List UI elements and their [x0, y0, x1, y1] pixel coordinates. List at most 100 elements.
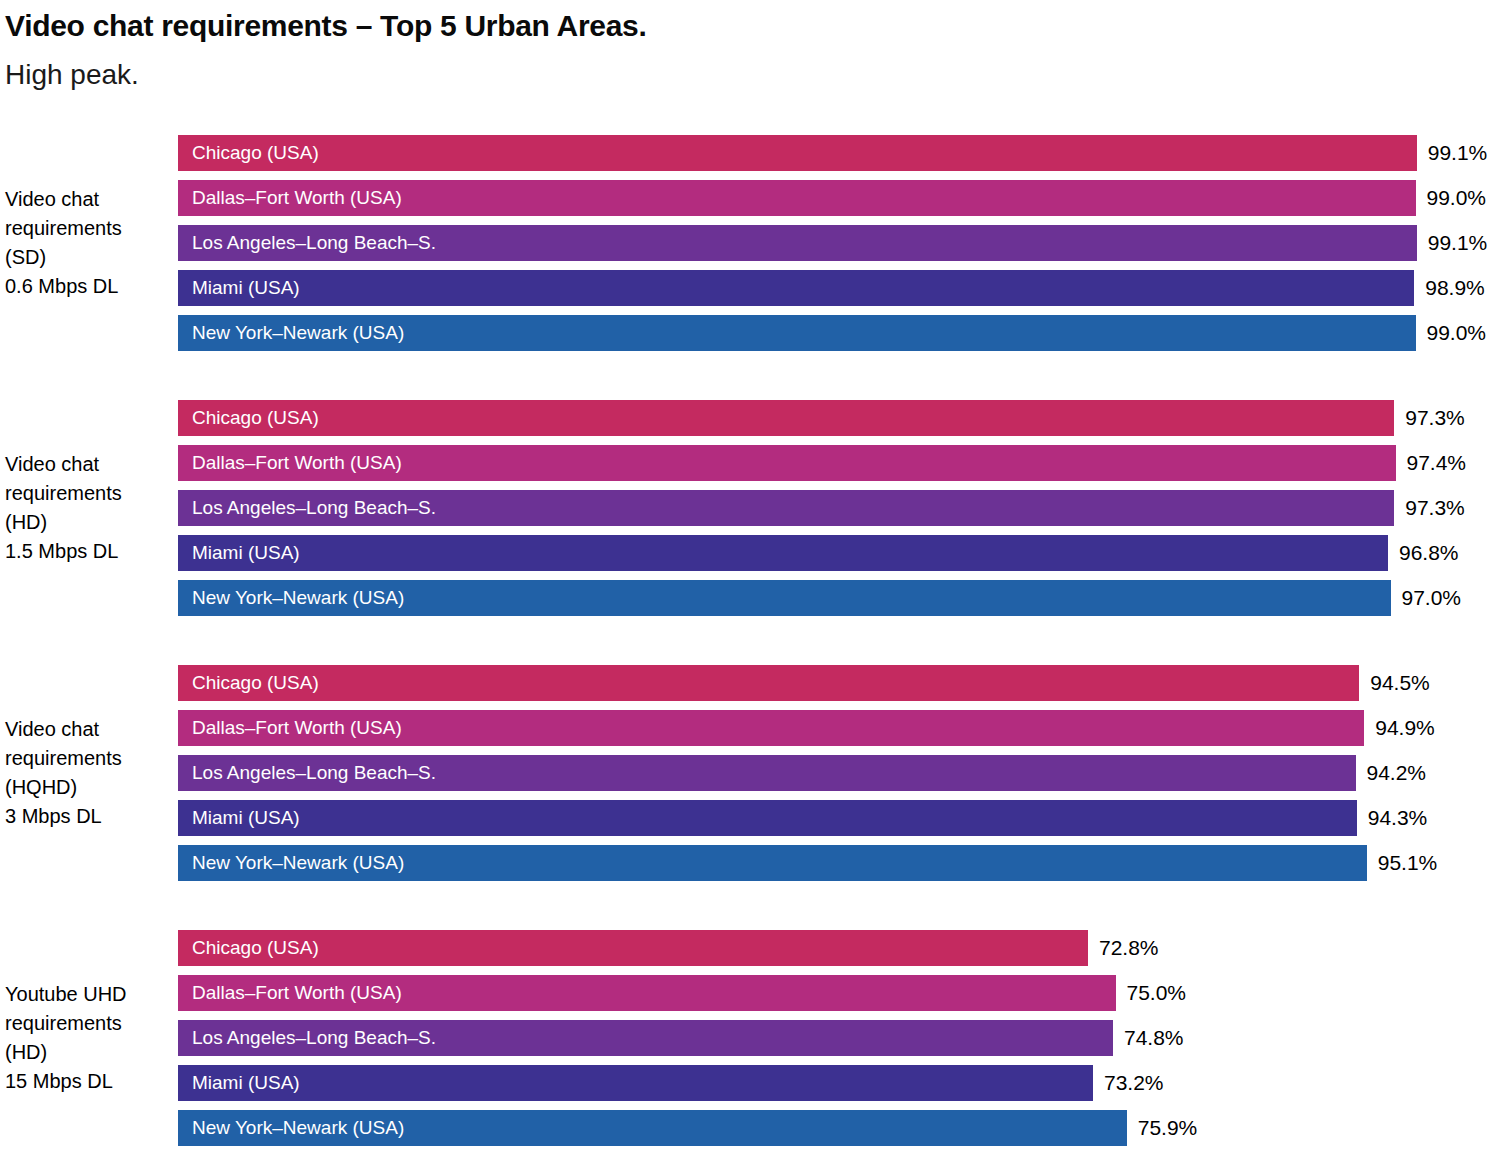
value-label: 94.9% — [1375, 716, 1435, 740]
bar-row: Chicago (USA) 97.3% — [178, 400, 1428, 436]
group-label-line: 15 Mbps DL — [5, 1067, 178, 1096]
city-label: New York–Newark (USA) — [178, 1117, 404, 1139]
city-bar: Miami (USA) — [178, 800, 1357, 836]
group-label-line: Youtube UHD — [5, 980, 178, 1009]
requirement-group: Video chatrequirements(HQHD)3 Mbps DL Ch… — [0, 665, 1500, 881]
group-label-line: 3 Mbps DL — [5, 802, 178, 831]
city-bar: New York–Newark (USA) — [178, 580, 1391, 616]
city-label: Dallas–Fort Worth (USA) — [178, 452, 402, 474]
group-label-line: (HD) — [5, 1038, 178, 1067]
city-label: Dallas–Fort Worth (USA) — [178, 982, 402, 1004]
city-bar: Chicago (USA) — [178, 930, 1088, 966]
city-bar: Dallas–Fort Worth (USA) — [178, 710, 1364, 746]
value-label: 73.2% — [1104, 1071, 1164, 1095]
value-label: 95.1% — [1378, 851, 1438, 875]
value-label: 99.0% — [1427, 321, 1487, 345]
city-bar: New York–Newark (USA) — [178, 315, 1416, 351]
bar-row: Dallas–Fort Worth (USA) 99.0% — [178, 180, 1428, 216]
bar-row: Los Angeles–Long Beach–S. 94.2% — [178, 755, 1428, 791]
city-label: New York–Newark (USA) — [178, 587, 404, 609]
group-label-line: (HD) — [5, 508, 178, 537]
city-label: Los Angeles–Long Beach–S. — [178, 497, 436, 519]
city-label: New York–Newark (USA) — [178, 852, 404, 874]
value-label: 97.4% — [1407, 451, 1467, 475]
city-bar: Dallas–Fort Worth (USA) — [178, 445, 1396, 481]
value-label: 98.9% — [1425, 276, 1485, 300]
city-label: Los Angeles–Long Beach–S. — [178, 1027, 436, 1049]
bar-row: New York–Newark (USA) 75.9% — [178, 1110, 1428, 1146]
value-label: 94.3% — [1368, 806, 1428, 830]
city-label: Chicago (USA) — [178, 407, 319, 429]
group-label-line: requirements — [5, 214, 178, 243]
city-bar: Los Angeles–Long Beach–S. — [178, 1020, 1113, 1056]
city-label: Dallas–Fort Worth (USA) — [178, 187, 402, 209]
bar-row: Los Angeles–Long Beach–S. 74.8% — [178, 1020, 1428, 1056]
bar-row: New York–Newark (USA) 97.0% — [178, 580, 1428, 616]
city-bar: Los Angeles–Long Beach–S. — [178, 755, 1356, 791]
city-label: Chicago (USA) — [178, 937, 319, 959]
value-label: 96.8% — [1399, 541, 1459, 565]
city-label: Los Angeles–Long Beach–S. — [178, 232, 436, 254]
value-label: 99.1% — [1428, 231, 1488, 255]
bar-row: Dallas–Fort Worth (USA) 75.0% — [178, 975, 1428, 1011]
group-label-line: 1.5 Mbps DL — [5, 537, 178, 566]
city-bar: Dallas–Fort Worth (USA) — [178, 975, 1116, 1011]
group-label-line: Video chat — [5, 185, 178, 214]
city-bar: Chicago (USA) — [178, 400, 1394, 436]
group-bars: Chicago (USA) 94.5% Dallas–Fort Worth (U… — [178, 665, 1428, 881]
bar-row: Miami (USA) 96.8% — [178, 535, 1428, 571]
city-label: Miami (USA) — [178, 1072, 300, 1094]
city-bar: Chicago (USA) — [178, 135, 1417, 171]
city-bar: Miami (USA) — [178, 270, 1414, 306]
value-label: 97.3% — [1405, 496, 1465, 520]
group-label-line: Video chat — [5, 450, 178, 479]
bar-row: Dallas–Fort Worth (USA) 94.9% — [178, 710, 1428, 746]
chart-header: Video chat requirements – Top 5 Urban Ar… — [0, 0, 1500, 91]
city-label: Chicago (USA) — [178, 672, 319, 694]
group-label-line: Video chat — [5, 715, 178, 744]
city-bar: Miami (USA) — [178, 1065, 1093, 1101]
city-label: Los Angeles–Long Beach–S. — [178, 762, 436, 784]
group-label-line: (HQHD) — [5, 773, 178, 802]
value-label: 99.1% — [1428, 141, 1488, 165]
requirement-group: Video chatrequirements(SD)0.6 Mbps DL Ch… — [0, 135, 1500, 351]
bar-row: New York–Newark (USA) 99.0% — [178, 315, 1428, 351]
requirement-group: Video chatrequirements(HD)1.5 Mbps DL Ch… — [0, 400, 1500, 616]
group-label: Video chatrequirements(HD)1.5 Mbps DL — [0, 450, 178, 566]
bar-row: Chicago (USA) 99.1% — [178, 135, 1428, 171]
chart-subtitle: High peak. — [5, 59, 1500, 91]
group-label-line: 0.6 Mbps DL — [5, 272, 178, 301]
group-bars: Chicago (USA) 72.8% Dallas–Fort Worth (U… — [178, 930, 1428, 1146]
city-label: Miami (USA) — [178, 807, 300, 829]
city-label: New York–Newark (USA) — [178, 322, 404, 344]
value-label: 72.8% — [1099, 936, 1159, 960]
city-label: Dallas–Fort Worth (USA) — [178, 717, 402, 739]
value-label: 94.5% — [1370, 671, 1430, 695]
group-bars: Chicago (USA) 97.3% Dallas–Fort Worth (U… — [178, 400, 1428, 616]
bar-row: New York–Newark (USA) 95.1% — [178, 845, 1428, 881]
group-label: Video chatrequirements(SD)0.6 Mbps DL — [0, 185, 178, 301]
bar-row: Miami (USA) 98.9% — [178, 270, 1428, 306]
value-label: 75.0% — [1127, 981, 1187, 1005]
value-label: 74.8% — [1124, 1026, 1184, 1050]
group-bars: Chicago (USA) 99.1% Dallas–Fort Worth (U… — [178, 135, 1428, 351]
city-bar: New York–Newark (USA) — [178, 845, 1367, 881]
bar-row: Los Angeles–Long Beach–S. 97.3% — [178, 490, 1428, 526]
city-bar: Los Angeles–Long Beach–S. — [178, 225, 1417, 261]
grouped-bar-chart: Video chatrequirements(SD)0.6 Mbps DL Ch… — [0, 135, 1500, 1146]
bar-row: Chicago (USA) 94.5% — [178, 665, 1428, 701]
bar-row: Chicago (USA) 72.8% — [178, 930, 1428, 966]
group-label: Youtube UHDrequirements(HD)15 Mbps DL — [0, 980, 178, 1096]
group-label-line: requirements — [5, 479, 178, 508]
bar-row: Los Angeles–Long Beach–S. 99.1% — [178, 225, 1428, 261]
city-bar: Dallas–Fort Worth (USA) — [178, 180, 1416, 216]
city-bar: New York–Newark (USA) — [178, 1110, 1127, 1146]
bar-row: Miami (USA) 73.2% — [178, 1065, 1428, 1101]
group-label-line: (SD) — [5, 243, 178, 272]
city-label: Chicago (USA) — [178, 142, 319, 164]
city-label: Miami (USA) — [178, 277, 300, 299]
group-label: Video chatrequirements(HQHD)3 Mbps DL — [0, 715, 178, 831]
requirement-group: Youtube UHDrequirements(HD)15 Mbps DL Ch… — [0, 930, 1500, 1146]
value-label: 97.0% — [1402, 586, 1462, 610]
value-label: 97.3% — [1405, 406, 1465, 430]
